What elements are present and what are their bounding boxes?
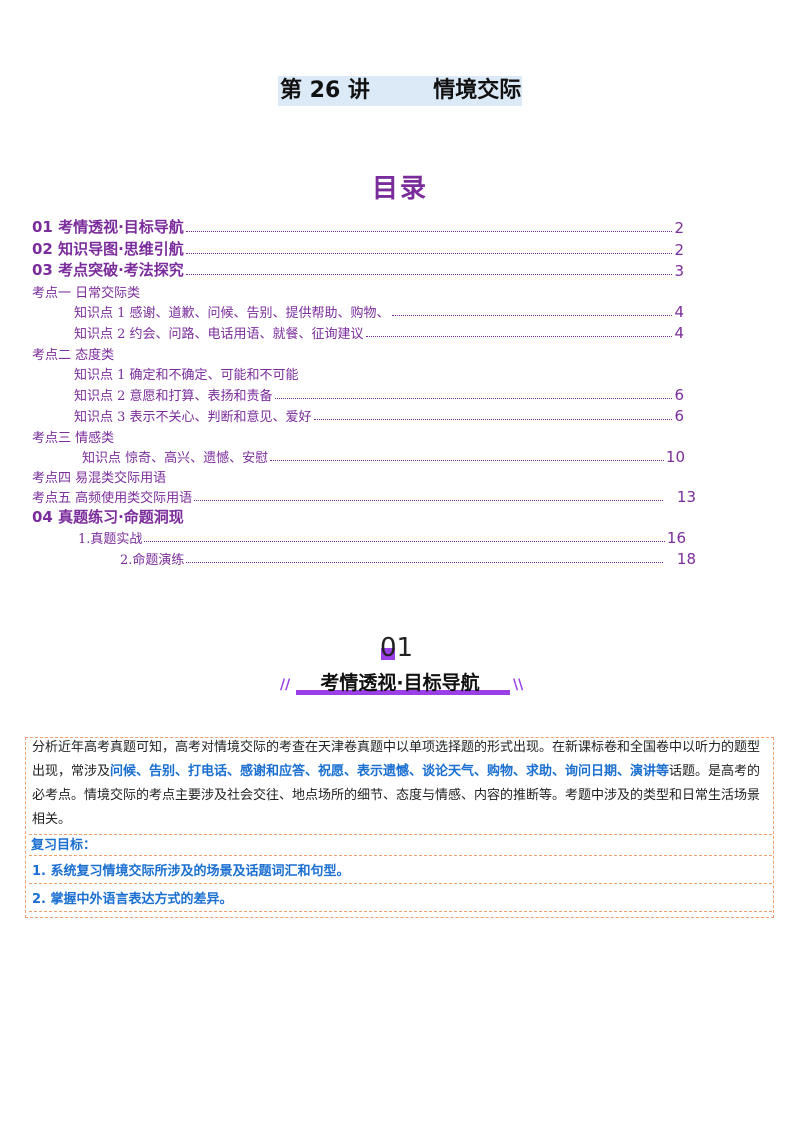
- toc-heading: 目录: [371, 174, 428, 204]
- toc-entry[interactable]: 02 知识导图·思维引航 2: [32, 240, 684, 259]
- toc-entry[interactable]: 知识点 惊奇、高兴、遗憾、安慰 10: [82, 448, 685, 466]
- slash-decoration-left: //: [280, 677, 291, 693]
- section-title-underline: [296, 690, 510, 695]
- toc-entry[interactable]: 知识点 1 确定和不确定、可能和不可能: [74, 368, 299, 383]
- lecture-number: 第 26 讲: [280, 78, 370, 103]
- slash-decoration-right: \\: [513, 677, 524, 693]
- toc-entry[interactable]: 知识点 2 意愿和打算、表扬和责备 6: [74, 386, 684, 404]
- toc-entry[interactable]: 知识点 1 感谢、道歉、问候、告别、提供帮助、购物、 4: [74, 303, 684, 321]
- analysis-text: 分析近年高考真题可知，高考对情境交际的考查在天津卷真题中以单项选择题的形式出现。…: [32, 740, 761, 827]
- review-goal-item: 1. 系统复习情境交际所涉及的场景及话题词汇和句型。: [29, 860, 772, 884]
- toc-entry[interactable]: 03 考点突破·考法探究 3: [32, 261, 684, 280]
- toc-entry[interactable]: 04 真题练习·命题洞现: [32, 508, 184, 526]
- toc-entry[interactable]: 考点三 情感类: [32, 431, 115, 446]
- section-number-marker: [381, 648, 395, 660]
- review-goal-item: 2. 掌握中外语言表达方式的差异。: [29, 888, 772, 912]
- analysis-box: [25, 737, 774, 918]
- toc-entry[interactable]: 01 考情透视·目标导航 2: [32, 218, 684, 237]
- section-title: 考情透视·目标导航: [320, 672, 480, 694]
- toc-entry[interactable]: 1.真题实战 16: [78, 529, 686, 547]
- toc-entry[interactable]: 考点二 态度类: [32, 348, 115, 363]
- section-number: 01: [380, 633, 414, 663]
- lecture-topic: 情境交际: [433, 78, 522, 103]
- toc-entry[interactable]: 知识点 2 约会、问路、电话用语、就餐、征询建议 4: [74, 324, 684, 342]
- toc-entry[interactable]: 考点五 高频使用类交际用语 13: [32, 488, 696, 506]
- toc-entry[interactable]: 2.命题演练 18: [120, 550, 696, 568]
- review-goals-heading: 复习目标：: [29, 834, 772, 856]
- toc-entry[interactable]: 考点四 易混类交际用语: [32, 471, 167, 486]
- topic-keywords: 问候、告别、打电话、感谢和应答、祝愿、表示遗憾、谈论天气、购物、求助、询问日期、…: [110, 764, 670, 779]
- toc-entry[interactable]: 考点一 日常交际类: [32, 286, 141, 301]
- document-title: 第 26 讲 情境交际: [278, 76, 522, 106]
- toc-entry[interactable]: 知识点 3 表示不关心、判断和意见、爱好 6: [74, 407, 684, 425]
